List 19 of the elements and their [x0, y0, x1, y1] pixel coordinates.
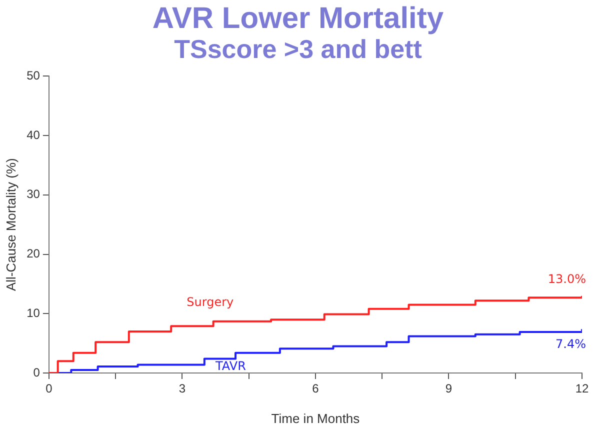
x-tick-label: 6	[312, 382, 320, 396]
y-tick-label: 30	[26, 187, 40, 202]
y-tick-label: 40	[26, 128, 40, 142]
y-tick-label: 10	[26, 306, 40, 320]
y-tick-label: 0	[33, 365, 40, 380]
series-label: TAVR	[214, 359, 246, 374]
annotation: 7.4%	[556, 337, 586, 352]
chart-title: AVR Lower Mortality	[151, 1, 445, 35]
chart-subtitle: TSscore >3 and bett	[173, 34, 422, 66]
series-label: Surgery	[186, 295, 234, 310]
y-axis-title: All-Cause Mortality (%)	[3, 158, 18, 292]
annotation: 13.0%	[548, 272, 586, 286]
x-tick-label: 0	[46, 382, 53, 396]
x-tick-label: 9	[445, 382, 452, 396]
y-tick-label: 50	[26, 68, 40, 83]
x-tick-label: 3	[178, 382, 186, 396]
y-tick-label: 20	[26, 246, 40, 261]
x-axis-title: Time in Months	[271, 410, 360, 426]
x-tick-label: 12	[575, 382, 589, 396]
